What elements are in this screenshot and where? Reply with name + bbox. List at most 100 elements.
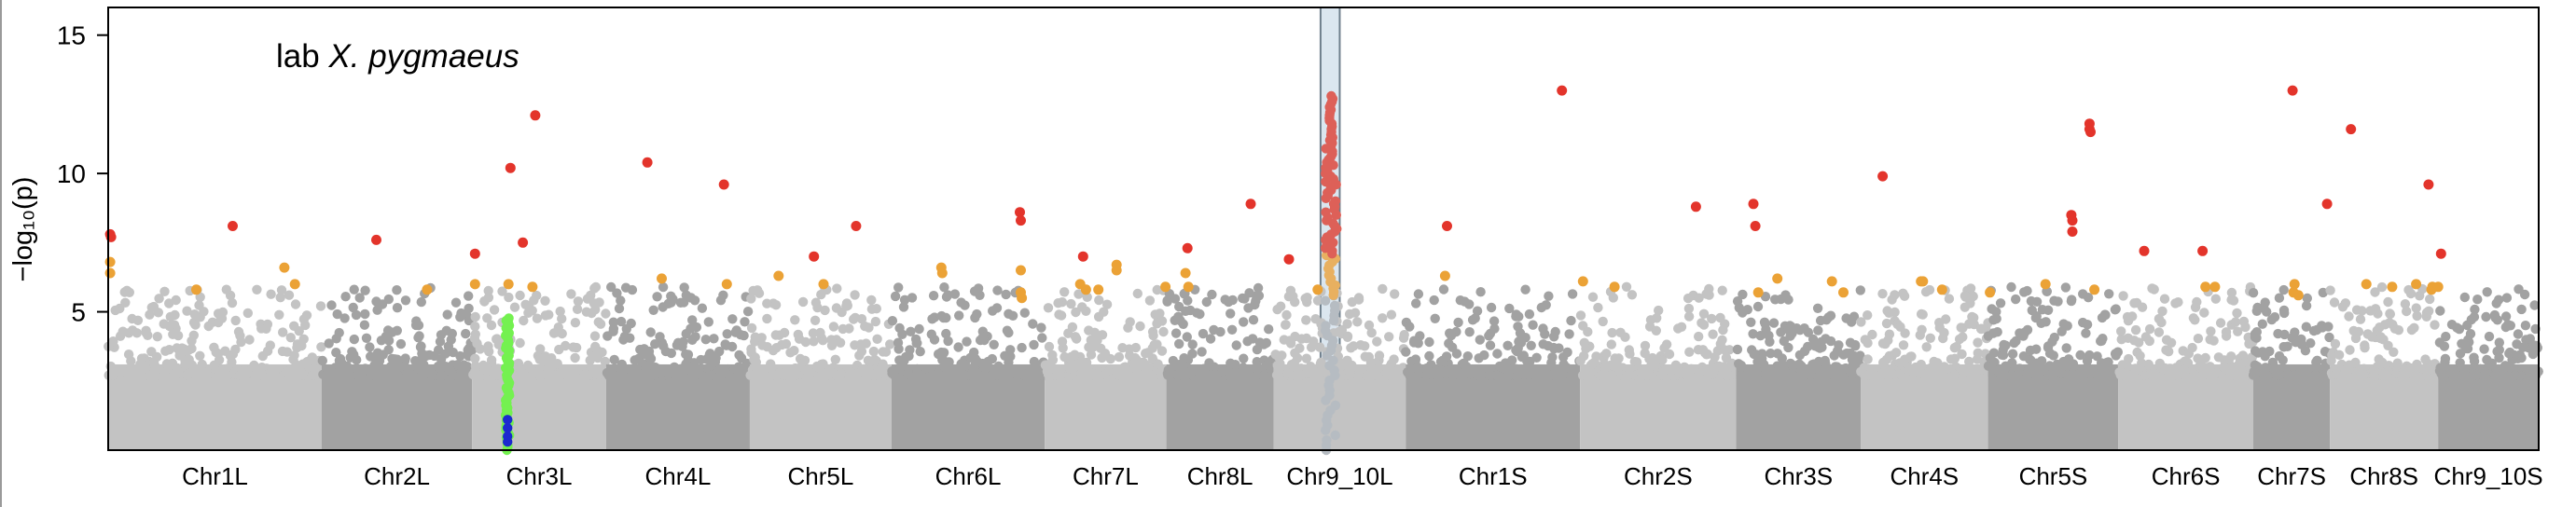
snp-point [2406, 324, 2417, 336]
snp-point [739, 330, 749, 341]
snp-point [1240, 294, 1250, 304]
snp-point [2494, 337, 2504, 348]
significant-snp-mid [503, 279, 514, 290]
significant-snp-high [1877, 171, 1889, 182]
snp-point [1429, 295, 1439, 306]
snp-point [2140, 332, 2152, 342]
snp-point [1070, 332, 1081, 342]
snp-point [2525, 334, 2535, 344]
snp-point [130, 370, 140, 380]
significant-snp-mid [1918, 276, 1929, 287]
snp-point [1752, 370, 1764, 380]
snp-point [709, 334, 719, 344]
snp-point [110, 305, 120, 316]
snp-point [927, 314, 937, 324]
snp-point [582, 294, 593, 304]
chromosome-label: Chr8S [2349, 462, 2418, 490]
snp-point [817, 369, 827, 379]
snp-point [165, 311, 175, 322]
plot-frame [107, 7, 2540, 451]
snp-point [1564, 329, 1574, 339]
peak-column [1320, 90, 1342, 456]
snp-point [551, 370, 561, 380]
snp-point [315, 301, 326, 311]
peak-snp-low [1329, 300, 1340, 311]
snp-point [960, 300, 970, 310]
snp-point [1783, 342, 1794, 353]
snp-point [2198, 369, 2209, 380]
snp-point [989, 339, 999, 349]
peak-snp-low [1322, 435, 1332, 445]
snp-point [987, 353, 998, 364]
snp-point [1566, 315, 1576, 326]
snp-point [911, 338, 921, 349]
chromosome-block-Chr2S [1575, 281, 1739, 450]
snp-point [1059, 287, 1070, 297]
snp-point [2082, 356, 2093, 366]
snp-point [714, 346, 725, 357]
snp-point [2494, 345, 2504, 355]
snp-point [1587, 292, 1599, 302]
snp-point [2259, 303, 2269, 313]
snp-point [1258, 339, 1269, 349]
snp-point [2098, 334, 2108, 344]
snp-point [189, 309, 200, 320]
snp-point [2233, 326, 2243, 336]
snp-point [387, 353, 397, 364]
y-tick-label: 15 [57, 21, 86, 50]
snp-point [2011, 294, 2021, 305]
snp-point [2137, 358, 2147, 368]
snp-point [1849, 311, 1860, 322]
snp-point [727, 314, 738, 324]
snp-point [2510, 370, 2520, 380]
snp-point [593, 317, 603, 327]
snp-point [863, 355, 874, 365]
snp-point [1352, 317, 1363, 327]
snp-point [768, 345, 779, 356]
snp-point [1520, 333, 1530, 343]
snp-point [914, 323, 924, 335]
snp-point [2491, 298, 2501, 308]
significant-snp-mid [527, 281, 538, 293]
snp-point [809, 336, 819, 347]
snp-point [1374, 350, 1385, 361]
snp-point [2441, 331, 2451, 342]
snp-point [478, 360, 489, 371]
snp-point [1738, 308, 1748, 318]
snp-point [221, 284, 231, 295]
peak-snp-high [1326, 90, 1336, 102]
snp-point [1601, 349, 1612, 359]
snp-point [1195, 308, 1205, 320]
snp-point [336, 357, 346, 368]
snp-point [1760, 292, 1771, 302]
snp-point [1701, 349, 1712, 360]
snp-point [1575, 356, 1586, 366]
snp-point [1757, 353, 1767, 363]
significant-snp-mid [1111, 265, 1122, 276]
snp-point [893, 337, 904, 348]
snp-point [123, 349, 134, 360]
snp-point [2357, 365, 2367, 376]
snp-point [1547, 370, 1558, 380]
snp-point [655, 332, 665, 342]
snp-point [1163, 370, 1173, 380]
snp-point [1883, 336, 1893, 346]
snp-point [161, 359, 173, 369]
snp-point [794, 334, 805, 344]
snp-point [361, 333, 372, 343]
snp-point [1148, 330, 1158, 341]
chromosome-block-Chr9_10S [2434, 284, 2543, 450]
snp-point [408, 370, 419, 380]
snp-point [992, 285, 1003, 295]
snp-point [1954, 334, 1965, 345]
snp-point [464, 303, 474, 314]
snp-point [2031, 296, 2043, 307]
snp-point [1965, 283, 1976, 294]
snp-point [289, 321, 299, 331]
snp-point [1446, 330, 1457, 341]
snp-point [870, 316, 881, 327]
snp-point [1155, 308, 1165, 319]
snp-point [2240, 322, 2251, 333]
snp-point [1927, 369, 1937, 379]
snp-point [1579, 337, 1590, 348]
